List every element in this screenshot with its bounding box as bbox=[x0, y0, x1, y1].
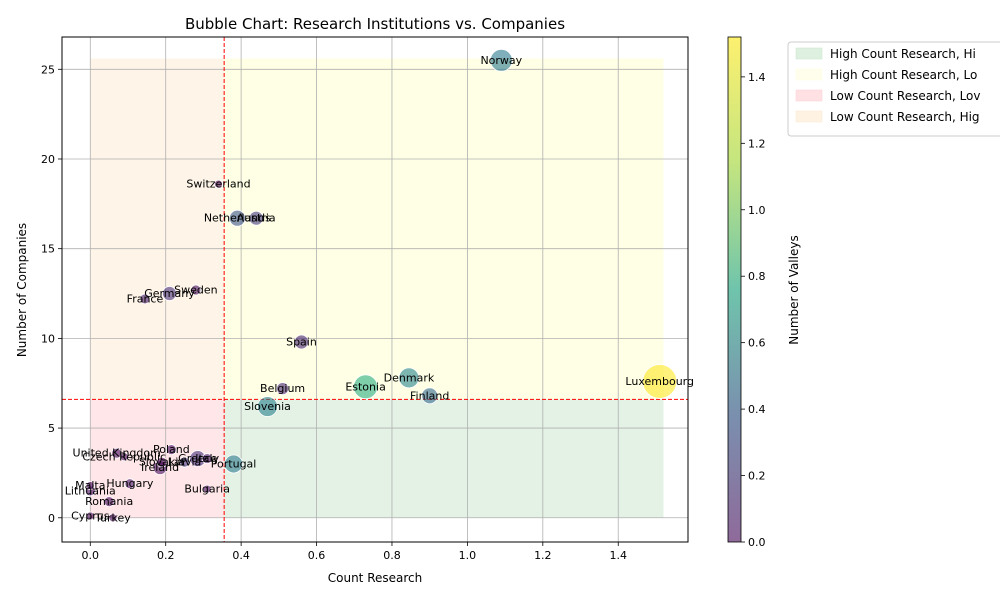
point-label-luxembourg: Luxembourg bbox=[625, 375, 694, 388]
bubble-spain bbox=[294, 334, 309, 350]
point-label-turkey: Turkey bbox=[94, 511, 131, 524]
colorbar-tick-label: 1.0 bbox=[748, 204, 766, 217]
bubble-norway bbox=[489, 48, 513, 72]
colorbar-fill bbox=[727, 36, 742, 543]
region-high-research-low-companies bbox=[224, 399, 664, 518]
point-label-ireland: Ireland bbox=[141, 461, 179, 474]
point-label-latvia: Latvia bbox=[168, 456, 202, 469]
bubble-belgium bbox=[276, 382, 290, 396]
point-label-finland: Finland bbox=[410, 389, 449, 402]
bubble-romania bbox=[103, 496, 115, 508]
bubble-bulgaria bbox=[202, 484, 212, 494]
point-label-estonia: Estonia bbox=[345, 380, 386, 393]
legend-swatch bbox=[795, 68, 823, 81]
colorbar-tick-label: 0.0 bbox=[748, 536, 766, 549]
y-tick-label: 20 bbox=[41, 153, 55, 166]
point-label-slovakia: Slovakia bbox=[139, 456, 185, 469]
legend-entry-label: Low Count Research, Lov bbox=[830, 89, 981, 103]
legend-entry-label: High Count Research, Lo bbox=[830, 68, 977, 82]
bubble-italy bbox=[201, 453, 213, 464]
point-label-switzerland: Switzerland bbox=[186, 178, 250, 191]
point-label-czech-republic: Czech Republic bbox=[82, 450, 166, 463]
point-label-cyprus: Cyprus bbox=[71, 509, 110, 522]
x-tick-label: 0.2 bbox=[157, 549, 175, 562]
bubble-poland bbox=[165, 444, 177, 456]
bubble-slovenia bbox=[257, 396, 278, 417]
x-tick-label: 1.0 bbox=[459, 549, 477, 562]
bubble-slovakia bbox=[156, 456, 168, 468]
x-tick-label: 1.2 bbox=[534, 549, 552, 562]
y-tick-label: 25 bbox=[41, 63, 55, 76]
bubble-hungary bbox=[124, 478, 136, 490]
point-label-united-kingdom: United Kingdom bbox=[73, 447, 161, 460]
bubble-cyprus bbox=[85, 511, 95, 521]
bubble-estonia bbox=[353, 374, 378, 400]
point-label-austria: Austria bbox=[237, 212, 276, 225]
legend: High Count Research, Hi High Count Resear… bbox=[787, 41, 1000, 137]
bubble-switzerland bbox=[214, 179, 223, 189]
bubble-netherlands bbox=[228, 209, 246, 227]
point-label-slovenia: Slovenia bbox=[244, 400, 291, 413]
x-axis-label: Count Research bbox=[328, 571, 423, 585]
point-label-netherlands: Netherlands bbox=[204, 212, 271, 225]
y-tick-label: 5 bbox=[48, 422, 55, 435]
legend-swatch bbox=[795, 47, 823, 60]
plot-frame bbox=[61, 36, 689, 543]
legend-swatch bbox=[795, 89, 823, 102]
region-low-research-high-companies bbox=[90, 58, 225, 400]
colorbar: 0.0 0.2 0.4 0.6 0.8 1.0 1.2 1.4 Number of Valle… bbox=[727, 36, 801, 549]
x-tick-label: 0.0 bbox=[82, 549, 100, 562]
y-tick-label: 10 bbox=[41, 332, 55, 345]
colorbar-tick-label: 0.4 bbox=[748, 403, 766, 416]
bubble-latvia bbox=[179, 456, 190, 468]
point-label-malta: Malta bbox=[75, 479, 105, 492]
point-label-belgium: Belgium bbox=[260, 382, 305, 395]
x-tick-label: 1.4 bbox=[609, 549, 627, 562]
point-label-sweden: Sweden bbox=[174, 283, 217, 296]
point-label-greece: Greece bbox=[178, 452, 217, 465]
colorbar-tick-label: 0.6 bbox=[748, 337, 766, 350]
x-tick-label: 0.4 bbox=[232, 549, 250, 562]
chart-title: Bubble Chart: Research Institutions vs. … bbox=[185, 15, 565, 33]
bubble-malta bbox=[85, 481, 95, 490]
x-tick-label: 0.8 bbox=[383, 549, 401, 562]
x-tick-label: 0.6 bbox=[308, 549, 326, 562]
point-label-poland: Poland bbox=[153, 443, 190, 456]
legend-swatch bbox=[795, 110, 823, 123]
y-tick-label: 0 bbox=[48, 512, 55, 525]
bubble-finland bbox=[421, 387, 439, 405]
point-label-germany: Germany bbox=[144, 287, 195, 300]
bubble-czech-republic bbox=[119, 452, 129, 462]
point-label-lithuania: Lithuania bbox=[65, 484, 116, 497]
colorbar-tick-label: 0.8 bbox=[748, 270, 766, 283]
y-axis-label: Number of Companies bbox=[15, 223, 29, 357]
bubble-denmark bbox=[398, 367, 420, 389]
point-label-denmark: Denmark bbox=[384, 371, 435, 384]
bubble-turkey bbox=[108, 513, 118, 523]
point-label-hungary: Hungary bbox=[106, 477, 153, 490]
point-label-portugal: Portugal bbox=[211, 457, 257, 470]
bubble-portugal bbox=[224, 454, 243, 474]
y-tick-label: 15 bbox=[41, 243, 55, 256]
bubble-germany bbox=[162, 286, 177, 301]
point-label-spain: Spain bbox=[286, 335, 317, 348]
bubble-luxembourg bbox=[642, 364, 678, 399]
legend-entry-label: High Count Research, Hi bbox=[830, 47, 976, 61]
bubble-france bbox=[139, 293, 151, 305]
colorbar-tick-label: 0.2 bbox=[748, 470, 766, 483]
legend-frame bbox=[787, 41, 1000, 137]
colorbar-label: Number of Valleys bbox=[787, 235, 801, 344]
colorbar-tick-label: 1.2 bbox=[748, 137, 766, 150]
point-label-norway: Norway bbox=[480, 54, 522, 67]
bubble-austria bbox=[248, 210, 264, 226]
legend-entry-label: Low Count Research, Hig bbox=[830, 110, 980, 124]
bubble-sweden bbox=[190, 284, 202, 296]
colorbar-tick-label: 1.4 bbox=[748, 71, 766, 84]
point-label-france: France bbox=[127, 292, 164, 305]
point-label-romania: Romania bbox=[85, 495, 133, 508]
point-label-italy: Italy bbox=[195, 452, 219, 465]
point-label-bulgaria: Bulgaria bbox=[184, 483, 230, 496]
